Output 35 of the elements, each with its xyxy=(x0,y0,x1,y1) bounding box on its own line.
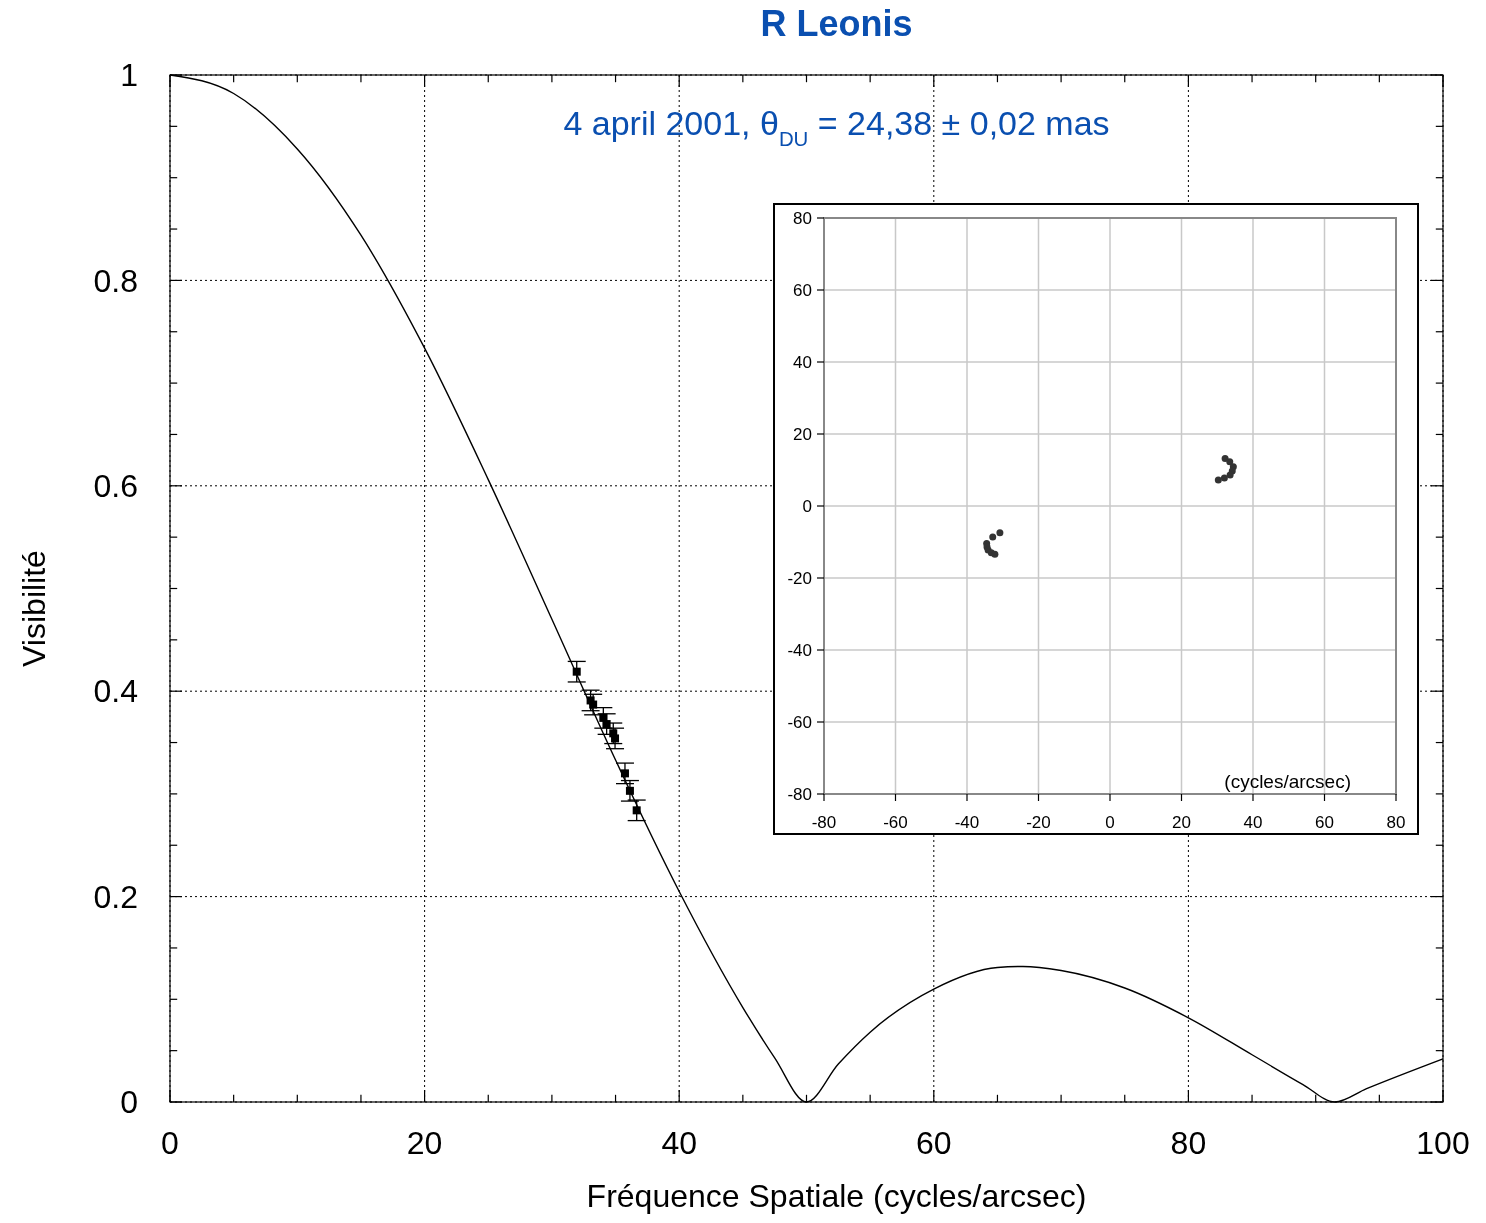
y-tick-label: 0.4 xyxy=(93,673,138,710)
x-tick-label: 100 xyxy=(1416,1125,1470,1161)
x-tick-label: 40 xyxy=(1243,813,1263,832)
x-tick-label: 60 xyxy=(916,1125,952,1161)
y-tick-label: -80 xyxy=(787,784,812,804)
y-tick-label: 80 xyxy=(793,208,812,228)
x-tick-label: -40 xyxy=(954,813,980,832)
x-tick-label: 60 xyxy=(1315,813,1334,832)
y-tick-label: 1 xyxy=(120,57,138,94)
x-tick-label: 20 xyxy=(1172,813,1191,832)
chart-title: R Leonis xyxy=(760,3,913,44)
y-tick-label: 0 xyxy=(802,496,812,516)
x-axis-title: (cycles/arcsec) xyxy=(1224,771,1351,792)
y-tick-label: 0.8 xyxy=(93,262,138,299)
y-tick-label: 60 xyxy=(793,280,812,300)
y-tick-label: -60 xyxy=(787,712,812,732)
y-tick-label: -40 xyxy=(787,640,812,660)
y-tick-label: -20 xyxy=(787,568,812,588)
x-tick-label: 0 xyxy=(161,1125,179,1161)
y-axis-title: Visibilité xyxy=(16,550,52,667)
x-tick-label: 80 xyxy=(1386,813,1406,832)
y-tick-label: 20 xyxy=(793,424,812,444)
y-tick-label: 0.6 xyxy=(93,468,138,504)
text: 4 april 2001, θ$_{DU}$ = 24,38 ± 0,02 mas xyxy=(563,104,1110,150)
x-tick-label: 20 xyxy=(406,1125,443,1161)
x-tick-label: 80 xyxy=(1170,1125,1207,1161)
x-tick-label: 0 xyxy=(1105,813,1115,832)
y-tick-label: 0 xyxy=(120,1084,138,1121)
x-tick-label: 40 xyxy=(661,1125,697,1161)
x-tick-label: -80 xyxy=(811,813,837,832)
x-axis-title: Fréquence Spatiale (cycles/arcsec) xyxy=(586,1178,1087,1214)
x-tick-label: -20 xyxy=(1026,813,1051,832)
y-tick-label: 0.2 xyxy=(93,878,138,915)
y-tick-label: 40 xyxy=(793,352,812,372)
x-tick-label: -60 xyxy=(883,813,908,832)
